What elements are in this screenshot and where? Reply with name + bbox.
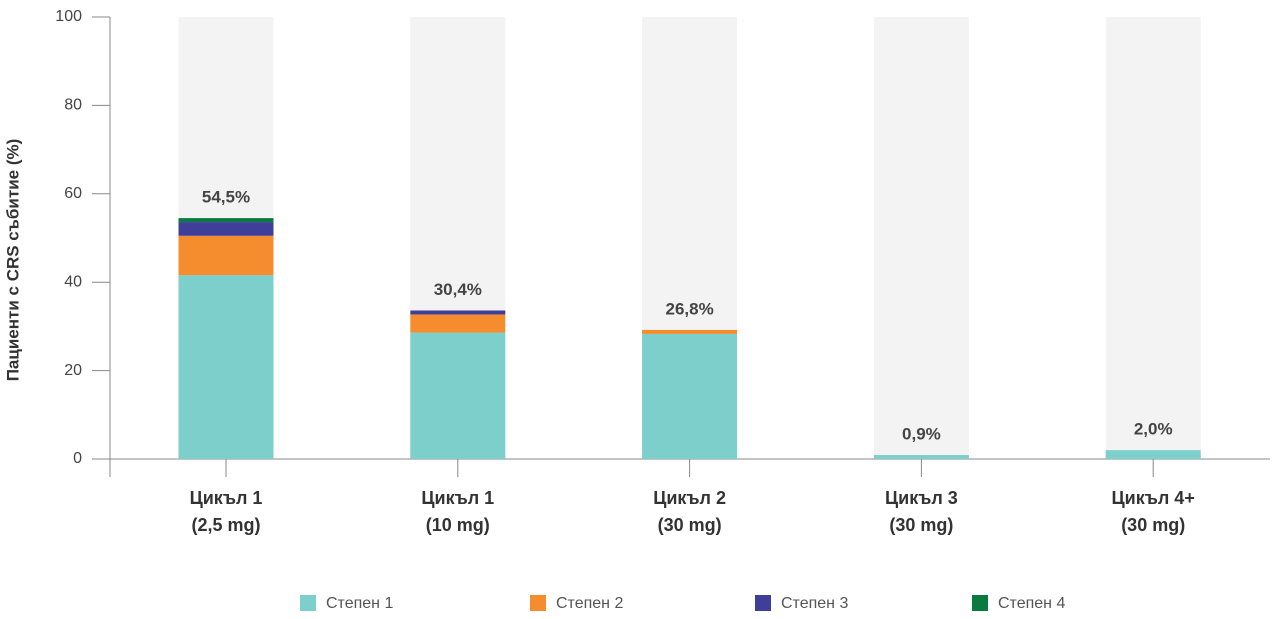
y-tick-label: 60 xyxy=(64,185,82,202)
y-tick-label: 100 xyxy=(55,8,82,25)
legend-label: Степен 3 xyxy=(781,595,848,612)
legend-swatch xyxy=(755,595,771,611)
x-tick-label: (10 mg) xyxy=(426,515,490,535)
total-label: 2,0% xyxy=(1134,420,1173,439)
bar-segment xyxy=(642,333,738,459)
bar-segment xyxy=(178,222,274,236)
y-tick-label: 20 xyxy=(64,362,82,379)
x-tick-label: (30 mg) xyxy=(1121,515,1185,535)
legend-swatch xyxy=(530,595,546,611)
bar-segment xyxy=(178,218,274,223)
bar-segment xyxy=(410,332,506,459)
y-tick-label: 0 xyxy=(73,450,82,467)
bar-segment xyxy=(642,329,738,334)
legend-label: Степен 1 xyxy=(326,595,393,612)
bar-segment xyxy=(410,314,506,333)
legend-swatch xyxy=(300,595,316,611)
legend-label: Степен 2 xyxy=(556,595,623,612)
x-tick-label: (30 mg) xyxy=(889,515,953,535)
total-label: 26,8% xyxy=(665,299,713,318)
x-tick-label: Цикъл 1 xyxy=(421,488,494,508)
total-label: 54,5% xyxy=(202,188,250,207)
y-tick-label: 40 xyxy=(64,273,82,290)
bar-background xyxy=(1105,17,1201,459)
bar-segment xyxy=(178,275,274,459)
total-label: 0,9% xyxy=(902,425,941,444)
bar-segment xyxy=(410,310,506,315)
x-tick-label: (30 mg) xyxy=(658,515,722,535)
y-tick-label: 80 xyxy=(64,97,82,114)
x-tick-label: Цикъл 3 xyxy=(885,488,958,508)
bar-segment xyxy=(1105,450,1201,459)
bar-segment xyxy=(873,455,969,459)
total-label: 30,4% xyxy=(434,280,482,299)
bar-segment xyxy=(178,235,274,276)
y-axis-label: Пациенти с CRS събитие (%) xyxy=(3,139,22,382)
bar-background xyxy=(873,17,969,459)
legend-swatch xyxy=(972,595,988,611)
x-tick-label: Цикъл 1 xyxy=(190,488,263,508)
x-tick-label: Цикъл 2 xyxy=(653,488,726,508)
x-tick-label: Цикъл 4+ xyxy=(1112,488,1195,508)
legend-label: Степен 4 xyxy=(998,595,1065,612)
x-tick-label: (2,5 mg) xyxy=(191,515,260,535)
